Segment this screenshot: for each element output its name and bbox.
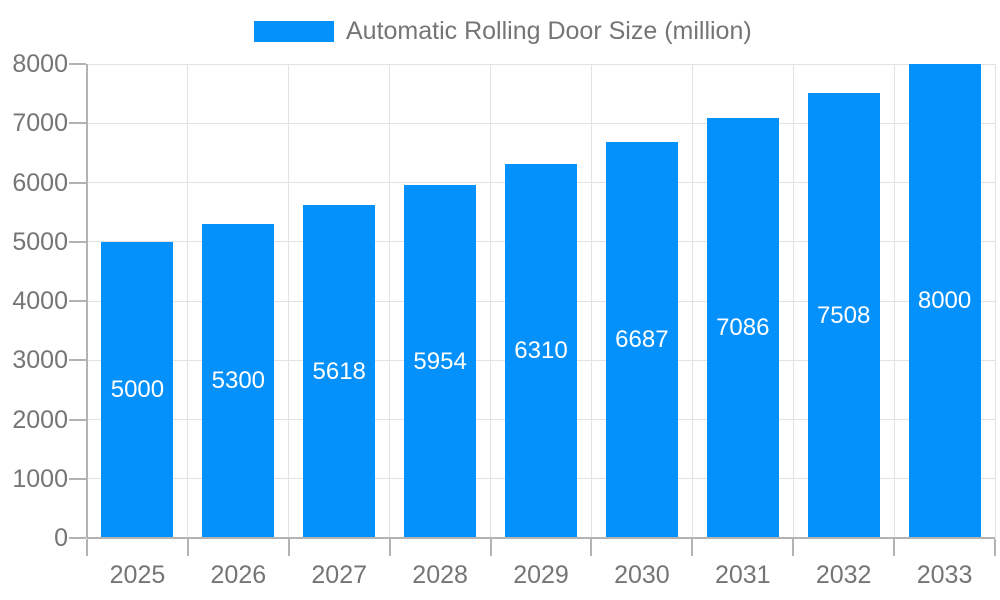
gridline-horizontal xyxy=(87,63,995,65)
y-axis-label: 3000 xyxy=(12,346,68,375)
x-axis-tick xyxy=(86,539,88,556)
y-axis-tick xyxy=(69,359,86,362)
bar: 7508 xyxy=(807,93,880,538)
gridline-vertical xyxy=(288,64,290,538)
gridline-vertical xyxy=(893,64,895,538)
x-axis-tick xyxy=(287,539,290,556)
x-axis-label: 2029 xyxy=(513,561,569,589)
bar-value-label: 6687 xyxy=(615,325,669,353)
x-axis-tick xyxy=(691,539,694,556)
y-axis-tick xyxy=(69,418,86,421)
bar: 5618 xyxy=(303,205,376,538)
x-axis-tick xyxy=(388,539,391,556)
y-axis-label: 1000 xyxy=(12,464,68,493)
bar: 5000 xyxy=(101,241,174,538)
x-axis-label: 2032 xyxy=(815,561,872,589)
bar: 8000 xyxy=(908,64,981,538)
y-axis-tick xyxy=(69,122,86,125)
y-axis-label: 2000 xyxy=(12,405,68,434)
y-axis-label: 0 xyxy=(54,524,68,552)
bar: 5300 xyxy=(202,223,275,538)
x-axis-tick xyxy=(489,539,492,556)
legend-label: Automatic Rolling Door Size (million) xyxy=(346,17,752,45)
y-axis-tick xyxy=(69,477,86,480)
x-axis-label: 2025 xyxy=(109,561,166,589)
gridline-vertical xyxy=(187,64,189,538)
gridline-vertical xyxy=(590,64,592,538)
gridline-horizontal xyxy=(87,122,995,124)
bar-value-label: 5618 xyxy=(312,357,366,385)
bar-value-label: 7086 xyxy=(716,314,770,342)
bar-value-label: 6310 xyxy=(514,337,568,365)
x-axis-line xyxy=(87,537,995,539)
bar-value-label: 5954 xyxy=(413,347,467,375)
legend-swatch xyxy=(254,21,334,42)
y-axis-tick xyxy=(69,240,86,243)
gridline-vertical xyxy=(994,64,996,538)
y-axis-label: 4000 xyxy=(12,287,68,315)
bar: 6310 xyxy=(505,164,577,538)
bar: 6687 xyxy=(605,141,678,538)
x-axis-tick xyxy=(792,539,795,556)
gridline-vertical xyxy=(490,64,492,538)
bar-value-label: 5000 xyxy=(110,375,165,403)
y-axis-tick xyxy=(69,63,86,65)
bar-value-label: 5300 xyxy=(211,366,266,394)
bar-value-label: 7508 xyxy=(816,301,871,329)
x-axis-label: 2033 xyxy=(916,561,973,589)
bar-value-label: 8000 xyxy=(917,287,972,314)
bar: 7086 xyxy=(706,118,779,538)
x-axis-tick xyxy=(893,539,896,556)
y-axis-tick xyxy=(69,537,86,539)
x-axis-tick xyxy=(186,539,189,556)
x-axis-tick xyxy=(994,539,996,556)
y-axis-line xyxy=(86,64,88,538)
bar: 5954 xyxy=(404,185,477,538)
gridline-vertical xyxy=(389,64,391,538)
legend-item[interactable]: Automatic Rolling Door Size (million) xyxy=(254,17,752,46)
y-axis-label: 8000 xyxy=(12,50,68,78)
y-axis-label: 5000 xyxy=(12,227,68,256)
x-axis-label: 2026 xyxy=(210,561,267,589)
x-axis-label: 2031 xyxy=(714,561,771,589)
x-axis-label: 2030 xyxy=(614,561,670,589)
gridline-vertical xyxy=(691,64,693,538)
y-axis-label: 7000 xyxy=(12,109,68,138)
y-axis-tick xyxy=(69,300,86,302)
x-axis-label: 2028 xyxy=(412,561,468,589)
plot-area: 5000 5300 5618 5954 6310 6687 7086 7508 8000 0 10… xyxy=(12,50,996,589)
y-axis-label: 6000 xyxy=(12,168,68,197)
gridline-vertical xyxy=(792,64,794,538)
x-axis-label: 2027 xyxy=(311,561,368,589)
y-axis-tick xyxy=(69,181,86,184)
x-axis-tick xyxy=(590,539,593,556)
